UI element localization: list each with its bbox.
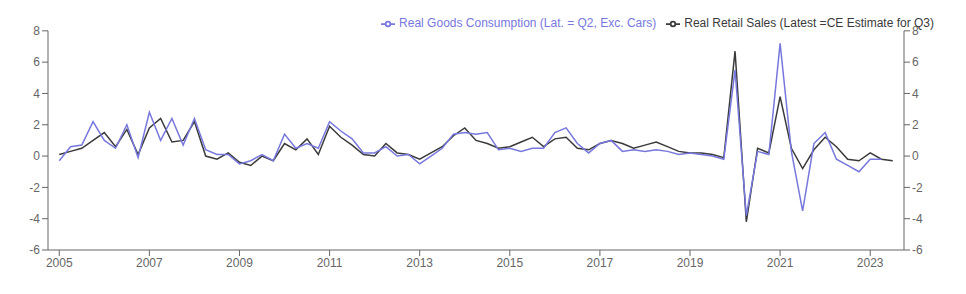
svg-text:4: 4 (33, 87, 40, 101)
svg-text:4: 4 (912, 87, 919, 101)
svg-text:2: 2 (33, 118, 40, 132)
svg-text:2005: 2005 (46, 256, 73, 270)
svg-text:2021: 2021 (767, 256, 794, 270)
svg-text:8: 8 (912, 24, 919, 38)
svg-text:-6: -6 (29, 243, 40, 257)
svg-text:-4: -4 (912, 212, 923, 226)
svg-text:2019: 2019 (677, 256, 704, 270)
svg-text:-2: -2 (912, 181, 923, 195)
svg-text:2007: 2007 (136, 256, 163, 270)
svg-text:2017: 2017 (587, 256, 614, 270)
svg-text:2009: 2009 (226, 256, 253, 270)
svg-text:-4: -4 (29, 212, 40, 226)
svg-text:2013: 2013 (406, 256, 433, 270)
svg-text:0: 0 (33, 149, 40, 163)
svg-text:2023: 2023 (857, 256, 884, 270)
svg-text:2011: 2011 (317, 256, 343, 270)
svg-text:-2: -2 (29, 181, 40, 195)
svg-text:6: 6 (33, 55, 40, 69)
svg-text:6: 6 (912, 55, 919, 69)
svg-text:8: 8 (33, 24, 40, 38)
svg-text:-6: -6 (912, 243, 923, 257)
svg-text:2: 2 (912, 118, 919, 132)
svg-text:0: 0 (912, 149, 919, 163)
svg-text:2015: 2015 (496, 256, 523, 270)
